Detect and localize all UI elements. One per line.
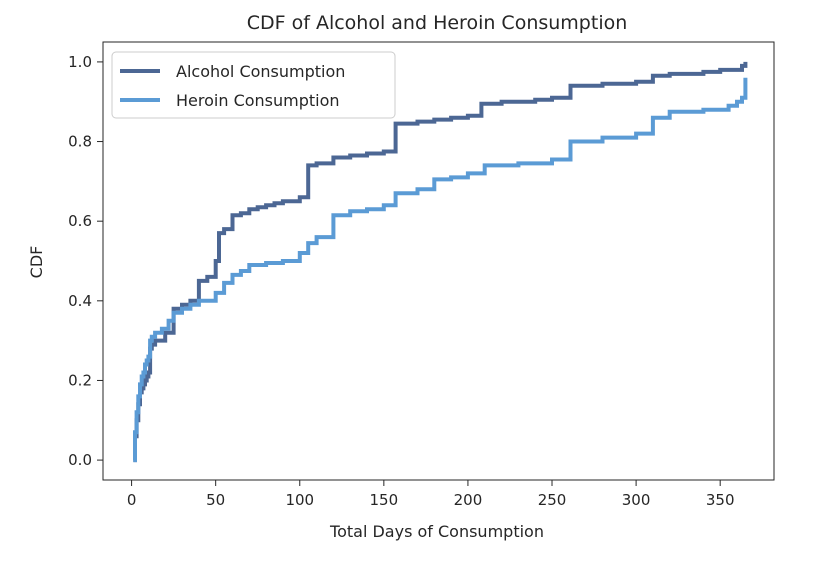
plot-frame — [102, 41, 775, 481]
legend-box — [111, 51, 396, 119]
x-tick-label: 250 — [538, 491, 567, 509]
y-axis-label: CDF — [27, 246, 46, 279]
legend-label-alcohol: Alcohol Consumption — [176, 62, 345, 81]
x-tick-label: 50 — [206, 491, 225, 509]
series-line-heroin — [133, 77, 748, 463]
y-tick-label: 0.6 — [68, 212, 92, 230]
x-tick-label: 200 — [454, 491, 483, 509]
x-tick-label: 100 — [285, 491, 314, 509]
axes-layer: 0 50 100 150 200 250 300 350 0.0 0.2 0.4 0.6 0.8 1.0 — [68, 41, 775, 509]
series-line-alcohol — [133, 61, 748, 463]
x-axis-label: Total Days of Consumption — [329, 522, 544, 541]
legend-label-heroin: Heroin Consumption — [176, 91, 340, 110]
y-tick-label: 0.4 — [68, 292, 92, 310]
legend: Alcohol Consumption Heroin Consumption — [111, 51, 396, 119]
series-layer — [133, 61, 748, 463]
y-tick-label: 1.0 — [68, 53, 92, 71]
y-tick-label: 0.2 — [68, 371, 92, 389]
x-tick-label: 150 — [370, 491, 399, 509]
chart-title: CDF of Alcohol and Heroin Consumption — [247, 12, 628, 34]
x-tick-label: 0 — [127, 491, 137, 509]
y-tick-label: 0.0 — [68, 451, 92, 469]
x-tick-label: 300 — [622, 491, 651, 509]
x-tick-label: 350 — [706, 491, 735, 509]
y-tick-label: 0.8 — [68, 133, 92, 151]
